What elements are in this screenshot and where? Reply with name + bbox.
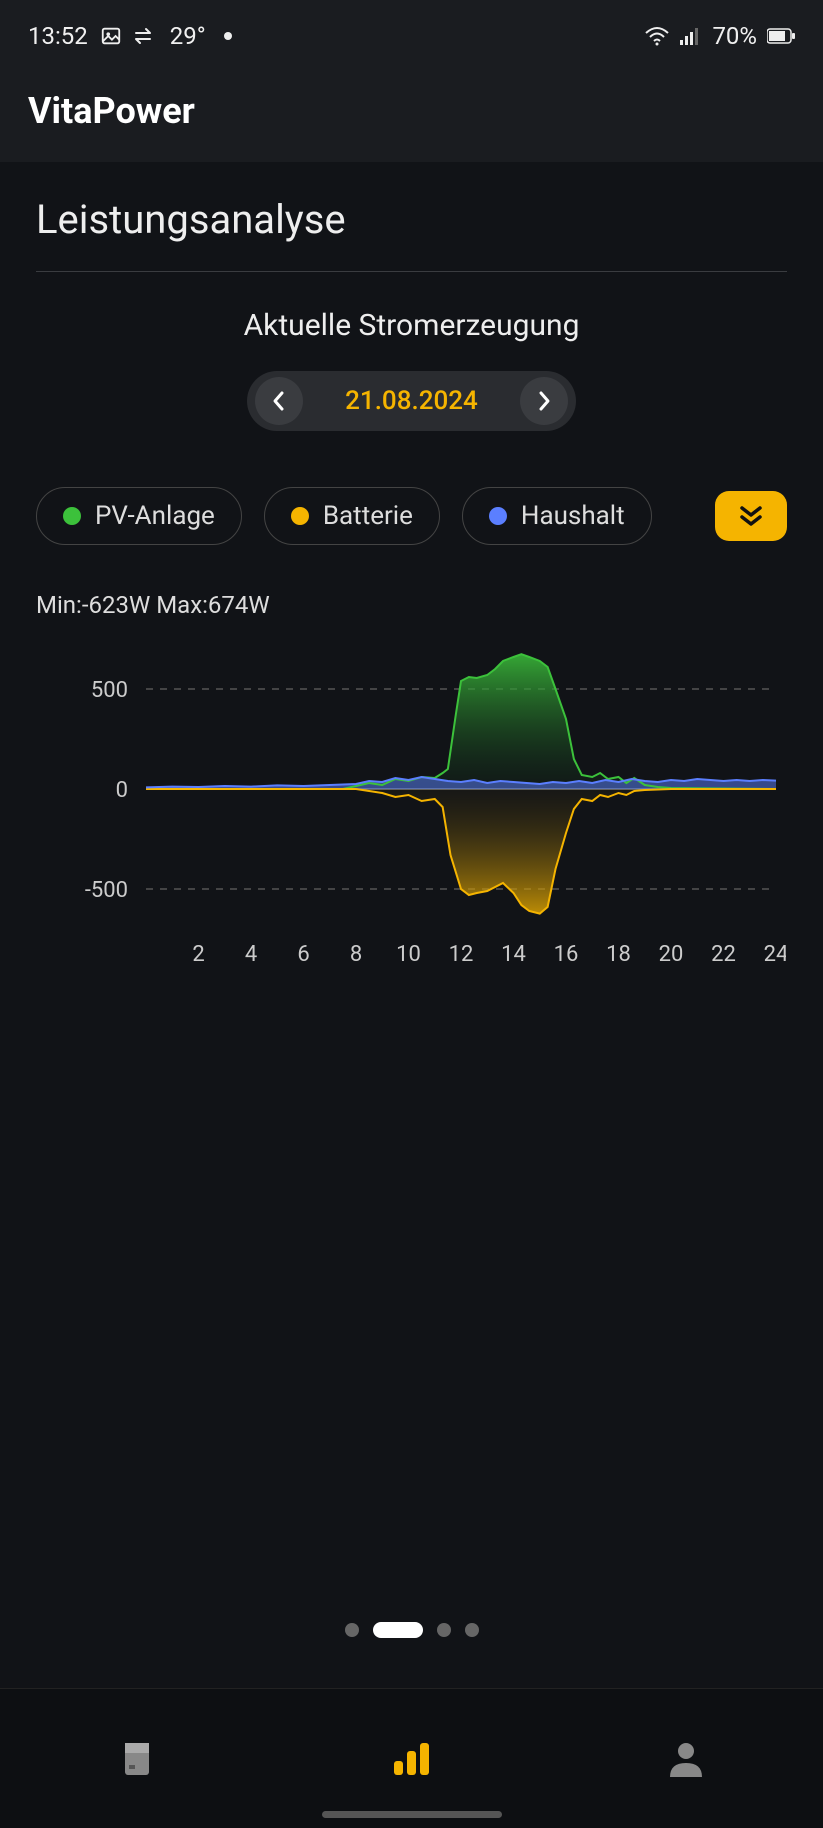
page-indicator[interactable] bbox=[0, 1622, 823, 1638]
minmax-label: Min:-623W Max:674W bbox=[36, 591, 787, 619]
chevron-left-icon bbox=[270, 390, 288, 412]
expand-legend-button[interactable] bbox=[715, 491, 787, 541]
page: Leistungsanalyse Aktuelle Stromerzeugung… bbox=[0, 162, 823, 969]
svg-text:4: 4 bbox=[245, 942, 257, 967]
temperature: 29° bbox=[170, 22, 206, 50]
date-selector: 21.08.2024 bbox=[36, 371, 787, 431]
person-icon bbox=[664, 1737, 708, 1781]
date-pill: 21.08.2024 bbox=[247, 371, 576, 431]
svg-text:10: 10 bbox=[396, 942, 421, 967]
svg-text:20: 20 bbox=[659, 942, 684, 967]
app-title: VitaPower bbox=[28, 90, 795, 132]
date-label[interactable]: 21.08.2024 bbox=[303, 386, 520, 416]
next-day-button[interactable] bbox=[520, 377, 568, 425]
battery-icon bbox=[767, 28, 795, 44]
chevron-right-icon bbox=[535, 390, 553, 412]
device-icon bbox=[115, 1737, 159, 1781]
nav-stats[interactable] bbox=[331, 1737, 491, 1781]
bottom-nav bbox=[0, 1688, 823, 1828]
wifi-icon bbox=[644, 26, 670, 46]
prev-day-button[interactable] bbox=[255, 377, 303, 425]
svg-text:500: 500 bbox=[91, 678, 128, 703]
legend-pv[interactable]: PV-Anlage bbox=[36, 487, 242, 545]
legend-dot-pv bbox=[63, 507, 81, 525]
legend-dot-battery bbox=[291, 507, 309, 525]
double-chevron-down-icon bbox=[736, 504, 766, 528]
status-left: 13:52 29° bbox=[28, 22, 232, 50]
picture-icon bbox=[100, 25, 122, 47]
chart-svg: -500050024681012141618202224 bbox=[36, 639, 786, 969]
svg-text:0: 0 bbox=[116, 778, 128, 803]
svg-text:22: 22 bbox=[711, 942, 736, 967]
legend-battery[interactable]: Batterie bbox=[264, 487, 440, 545]
page-dot[interactable] bbox=[345, 1623, 359, 1637]
nav-profile[interactable] bbox=[606, 1737, 766, 1781]
legend-label: PV-Anlage bbox=[95, 501, 215, 531]
dot-indicator bbox=[224, 32, 232, 40]
page-dot[interactable] bbox=[373, 1622, 423, 1638]
svg-text:16: 16 bbox=[554, 942, 579, 967]
svg-text:24: 24 bbox=[764, 942, 786, 967]
legend-household[interactable]: Haushalt bbox=[462, 487, 652, 545]
bars-icon bbox=[388, 1737, 434, 1781]
subtitle: Aktuelle Stromerzeugung bbox=[36, 308, 787, 343]
signal-icon bbox=[680, 27, 702, 45]
legend-label: Batterie bbox=[323, 501, 413, 531]
page-dot[interactable] bbox=[465, 1623, 479, 1637]
power-chart[interactable]: -500050024681012141618202224 bbox=[36, 639, 787, 969]
legend-dot-household bbox=[489, 507, 507, 525]
app-header: VitaPower bbox=[0, 72, 823, 162]
home-indicator[interactable] bbox=[322, 1811, 502, 1818]
page-dot[interactable] bbox=[437, 1623, 451, 1637]
svg-text:8: 8 bbox=[350, 942, 362, 967]
swap-icon bbox=[134, 27, 158, 45]
legend-row: PV-Anlage Batterie Haushalt bbox=[36, 487, 787, 545]
svg-text:-500: -500 bbox=[85, 878, 128, 903]
nav-device[interactable] bbox=[57, 1737, 217, 1781]
legend-label: Haushalt bbox=[521, 501, 625, 531]
battery-percent: 70% bbox=[712, 22, 757, 50]
page-title: Leistungsanalyse bbox=[36, 196, 787, 272]
svg-text:2: 2 bbox=[192, 942, 204, 967]
status-right: 70% bbox=[644, 22, 795, 50]
svg-text:12: 12 bbox=[449, 942, 474, 967]
svg-text:14: 14 bbox=[501, 942, 526, 967]
clock: 13:52 bbox=[28, 22, 88, 50]
svg-text:18: 18 bbox=[606, 942, 631, 967]
status-bar: 13:52 29° 70% bbox=[0, 0, 823, 72]
svg-text:6: 6 bbox=[297, 942, 309, 967]
